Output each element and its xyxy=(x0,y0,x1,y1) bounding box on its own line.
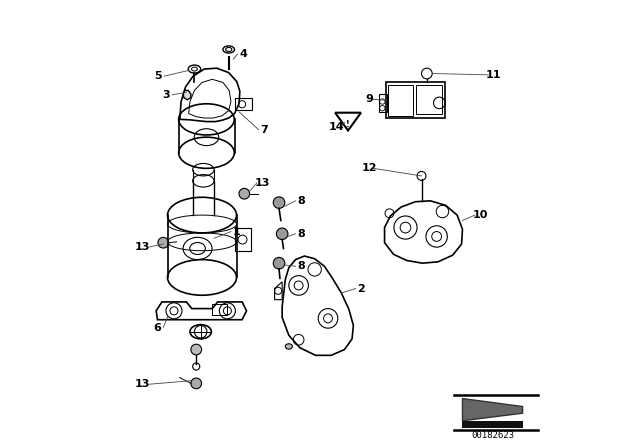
Bar xyxy=(463,421,523,428)
Circle shape xyxy=(276,228,288,240)
Text: 3: 3 xyxy=(163,90,170,100)
Text: 8: 8 xyxy=(298,196,305,206)
Bar xyxy=(388,85,413,116)
Text: 10: 10 xyxy=(472,210,488,220)
Bar xyxy=(212,304,227,315)
Text: 6: 6 xyxy=(154,323,161,333)
Text: 14: 14 xyxy=(328,122,344,132)
Ellipse shape xyxy=(285,344,292,349)
Text: 13: 13 xyxy=(135,379,150,389)
Bar xyxy=(386,82,445,118)
Text: 13: 13 xyxy=(255,178,270,188)
Circle shape xyxy=(239,188,250,199)
Circle shape xyxy=(273,258,285,269)
Text: 8: 8 xyxy=(298,229,305,239)
Bar xyxy=(416,85,442,114)
Bar xyxy=(236,228,251,251)
Text: 5: 5 xyxy=(155,71,162,81)
Polygon shape xyxy=(183,90,191,100)
Text: 11: 11 xyxy=(486,70,501,80)
Text: 4: 4 xyxy=(239,49,247,59)
Text: !: ! xyxy=(346,120,350,129)
Circle shape xyxy=(191,344,202,355)
Text: 9: 9 xyxy=(365,95,373,104)
Circle shape xyxy=(191,378,202,389)
Bar xyxy=(379,94,387,112)
Text: 8: 8 xyxy=(298,261,305,271)
Text: 13: 13 xyxy=(135,242,150,252)
Text: 00182623: 00182623 xyxy=(471,431,515,439)
Text: 7: 7 xyxy=(260,125,268,134)
Circle shape xyxy=(273,197,285,208)
Text: 2: 2 xyxy=(358,284,365,294)
Polygon shape xyxy=(463,399,523,421)
Bar xyxy=(236,98,252,111)
Circle shape xyxy=(158,237,168,248)
Text: 1: 1 xyxy=(232,227,240,237)
Text: 12: 12 xyxy=(361,164,377,173)
